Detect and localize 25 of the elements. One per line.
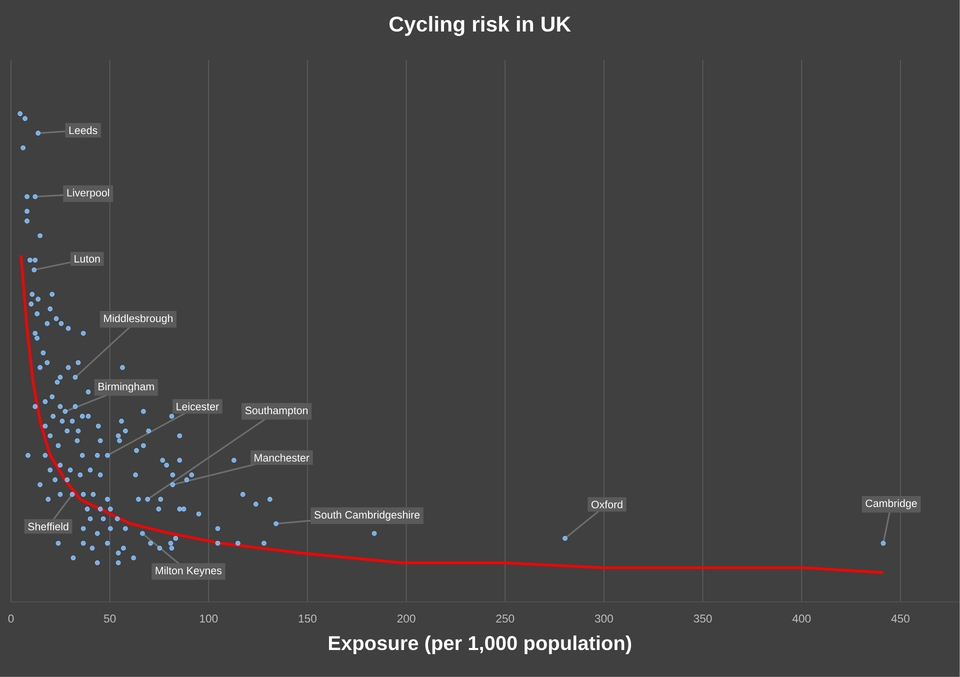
chart-title: Cycling risk in UK — [390, 16, 571, 36]
x-tick-label: 250 — [496, 614, 514, 623]
x-tick-label: 450 — [891, 614, 910, 623]
x-tick-label: 100 — [200, 614, 218, 623]
annotation: Luton — [74, 255, 100, 263]
annotation: Oxford — [592, 500, 622, 508]
x-tick-label: 150 — [298, 614, 316, 623]
x-tick-label: 300 — [594, 614, 613, 623]
x-axis-title: Exposure (per 1,000 population) — [329, 636, 632, 654]
annotation: Southampton — [245, 406, 308, 416]
x-tick-label: 0 — [8, 614, 14, 623]
x-tick-label: 400 — [792, 614, 811, 623]
annotation: Sheffield — [28, 522, 68, 530]
annotation: Cambridge — [866, 499, 917, 510]
annotation: Middlesbrough — [104, 314, 172, 324]
annotation: Liverpool — [67, 188, 110, 199]
x-tick-label: 200 — [397, 614, 416, 623]
annotation: Manchester — [254, 454, 310, 462]
x-tick-label: 50 — [104, 614, 116, 623]
annotation: Leicester — [176, 402, 219, 410]
annotation: Birmingham — [98, 382, 154, 393]
annotation: Milton Keynes — [156, 566, 222, 577]
x-tick-label: 350 — [694, 614, 712, 623]
annotation: South Cambridgeshire — [314, 510, 420, 521]
annotation: Leeds — [69, 126, 98, 134]
